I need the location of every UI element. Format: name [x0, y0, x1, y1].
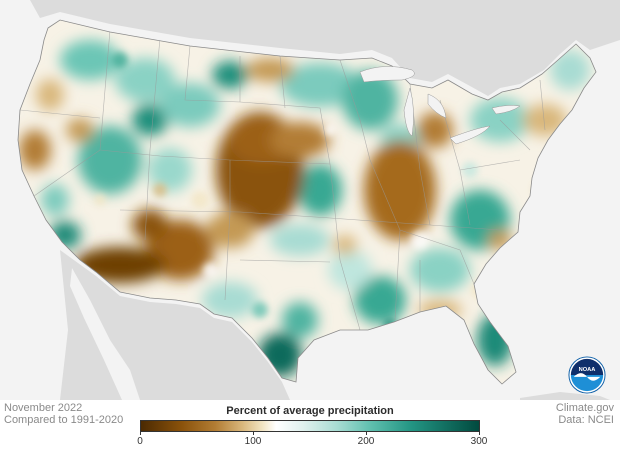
data-credit: Data: NCEI: [558, 414, 614, 426]
canada-landmass: [30, 0, 620, 96]
lake-ontario: [491, 105, 521, 115]
map-footer: November 2022 Compared to 1991-2020 Perc…: [0, 400, 620, 450]
legend-tick-300: 300: [470, 436, 488, 447]
map-baseline: Compared to 1991-2020: [4, 414, 124, 426]
gulf-of-california: [70, 268, 140, 400]
legend-title: Percent of average precipitation: [226, 405, 394, 417]
legend-color-bar: [140, 420, 480, 432]
state-boundaries: [19, 29, 546, 331]
noaa-logo-text: NOAA: [579, 367, 596, 373]
great-lakes: [359, 66, 521, 145]
cuba-landmass: [520, 392, 610, 400]
legend-tick-mark: [479, 432, 480, 435]
legend-tick-mark: [140, 432, 141, 435]
map-meta: November 2022 Compared to 1991-2020: [4, 402, 123, 426]
lake-superior: [359, 66, 415, 83]
legend-tick-100: 100: [244, 436, 262, 447]
map-credits: Climate.gov Data: NCEI: [556, 402, 614, 426]
legend-tick-0: 0: [137, 436, 143, 447]
lake-michigan: [403, 87, 414, 137]
legend-tick-200: 200: [357, 436, 375, 447]
map-date: November 2022: [4, 402, 83, 414]
noaa-logo-icon: NOAA: [568, 356, 606, 394]
map-svg: [17, 0, 620, 400]
lake-huron: [427, 93, 447, 119]
precipitation-map: NOAA: [17, 0, 620, 400]
source-credit: Climate.gov: [555, 402, 614, 414]
legend-tick-mark: [366, 432, 367, 435]
legend-tick-mark: [253, 432, 254, 435]
lake-erie: [449, 125, 491, 145]
